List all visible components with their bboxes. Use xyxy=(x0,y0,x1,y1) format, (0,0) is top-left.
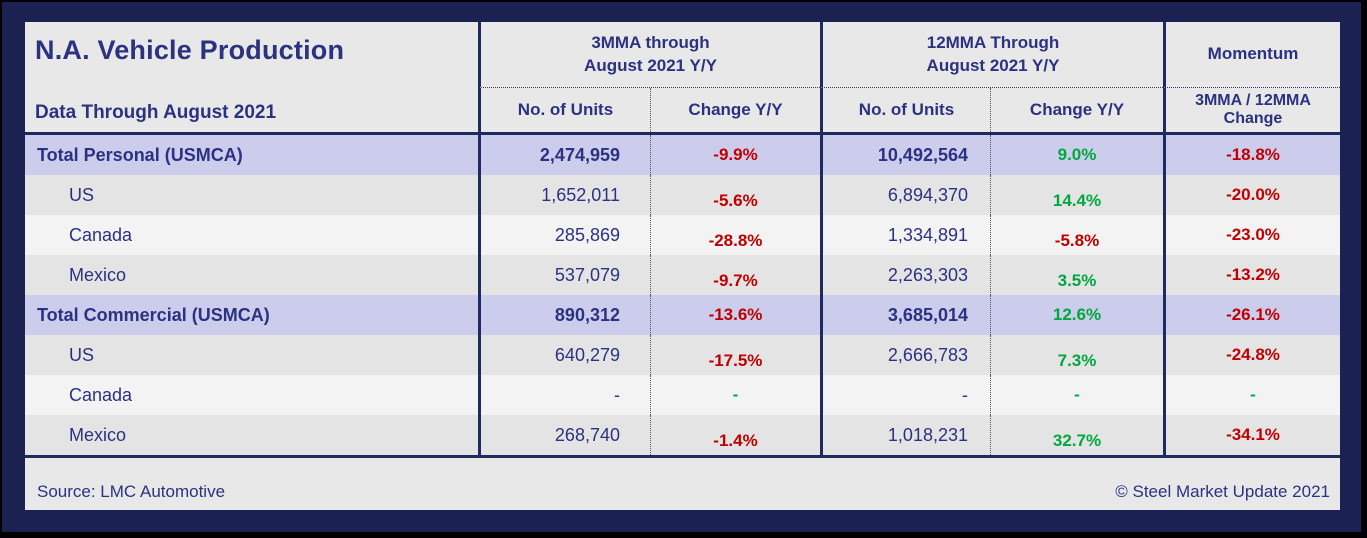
change-3mma-cell: -9.9% xyxy=(650,135,820,175)
units-3mma-cell: - xyxy=(478,375,650,415)
subheader-change-3mma: Change Y/Y xyxy=(650,88,820,132)
momentum-cell: -24.8% xyxy=(1163,335,1340,375)
table-body: Total Personal (USMCA) 2,474,959 -9.9% 1… xyxy=(25,135,1340,458)
units-12mma-cell: 2,263,303 xyxy=(820,255,990,295)
momentum-cell: -20.0% xyxy=(1163,175,1340,215)
change-3mma-cell: -17.5% xyxy=(650,335,820,375)
row-label: Total Commercial (USMCA) xyxy=(25,295,478,335)
change-3mma-cell: -13.6% xyxy=(650,295,820,335)
change-12mma-cell: 14.4% xyxy=(990,175,1163,215)
table-header: N.A. Vehicle Production Data Through Aug… xyxy=(25,22,1340,135)
change-3mma-cell: -5.6% xyxy=(650,175,820,215)
change-12mma-cell: 12.6% xyxy=(990,295,1163,335)
units-12mma-cell: 1,018,231 xyxy=(820,415,990,455)
page-title: N.A. Vehicle Production xyxy=(35,35,345,65)
momentum-cell: -13.2% xyxy=(1163,255,1340,295)
subheader-momentum: 3MMA / 12MMA Change xyxy=(1163,88,1340,132)
subheader-units-3mma: No. of Units xyxy=(478,88,650,132)
units-3mma-cell: 890,312 xyxy=(478,295,650,335)
change-12mma-cell: -5.8% xyxy=(990,215,1163,255)
momentum-cell: -23.0% xyxy=(1163,215,1340,255)
units-12mma-cell: 2,666,783 xyxy=(820,335,990,375)
row-label: US xyxy=(25,175,478,215)
group-header-12mma: 12MMA Through August 2021 Y/Y xyxy=(820,22,1163,88)
momentum-cell: - xyxy=(1163,375,1340,415)
units-3mma-cell: 640,279 xyxy=(478,335,650,375)
units-12mma-cell: 3,685,014 xyxy=(820,295,990,335)
change-3mma-cell: -28.8% xyxy=(650,215,820,255)
row-label: Mexico xyxy=(25,415,478,455)
change-3mma-cell: -1.4% xyxy=(650,415,820,455)
momentum-cell: -18.8% xyxy=(1163,135,1340,175)
units-3mma-cell: 537,079 xyxy=(478,255,650,295)
group-header-3mma: 3MMA through August 2021 Y/Y xyxy=(478,22,820,88)
page-subtitle: Data Through August 2021 xyxy=(35,102,277,123)
row-label: Canada xyxy=(25,375,478,415)
change-12mma-cell: - xyxy=(990,375,1163,415)
units-12mma-cell: - xyxy=(820,375,990,415)
units-12mma-cell: 6,894,370 xyxy=(820,175,990,215)
source-text: Source: LMC Automotive xyxy=(37,482,226,501)
change-12mma-cell: 7.3% xyxy=(990,335,1163,375)
row-label: US xyxy=(25,335,478,375)
units-3mma-cell: 2,474,959 xyxy=(478,135,650,175)
units-3mma-cell: 268,740 xyxy=(478,415,650,455)
change-3mma-cell: -9.7% xyxy=(650,255,820,295)
row-label: Mexico xyxy=(25,255,478,295)
row-label: Canada xyxy=(25,215,478,255)
units-12mma-cell: 10,492,564 xyxy=(820,135,990,175)
row-label: Total Personal (USMCA) xyxy=(25,135,478,175)
change-3mma-cell: - xyxy=(650,375,820,415)
table-footer: Source: LMC Automotive © Steel Market Up… xyxy=(25,458,1340,510)
subheader-change-12mma: Change Y/Y xyxy=(990,88,1163,132)
group-header-momentum: Momentum xyxy=(1163,22,1340,88)
change-12mma-cell: 3.5% xyxy=(990,255,1163,295)
units-12mma-cell: 1,334,891 xyxy=(820,215,990,255)
units-3mma-cell: 285,869 xyxy=(478,215,650,255)
change-12mma-cell: 32.7% xyxy=(990,415,1163,455)
momentum-cell: -34.1% xyxy=(1163,415,1340,455)
units-3mma-cell: 1,652,011 xyxy=(478,175,650,215)
production-table: N.A. Vehicle Production Data Through Aug… xyxy=(25,22,1340,510)
subheader-units-12mma: No. of Units xyxy=(820,88,990,132)
momentum-cell: -26.1% xyxy=(1163,295,1340,335)
title-block: N.A. Vehicle Production Data Through Aug… xyxy=(25,22,478,132)
copyright-text: © Steel Market Update 2021 xyxy=(1115,482,1330,501)
change-12mma-cell: 9.0% xyxy=(990,135,1163,175)
